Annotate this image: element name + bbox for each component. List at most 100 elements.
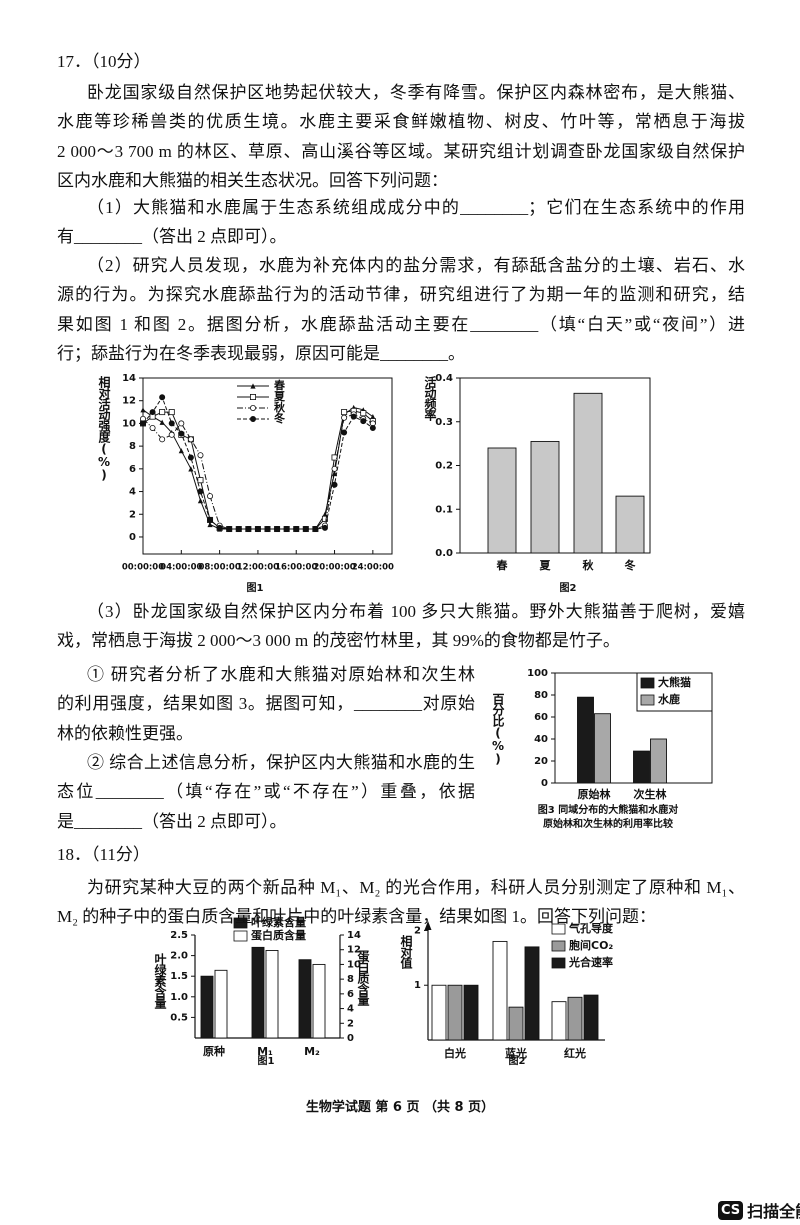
bar [431,984,447,1041]
x-tick-label: 24:00:00 [352,563,394,573]
marker [187,454,194,461]
marker [274,526,281,533]
y-tick-label: 0.3 [435,417,453,428]
x-tick-label: 夏 [540,559,552,572]
paragraph-line: 水鹿等珍稀兽类的优质生境。水鹿主要采食鲜嫩植物、树皮、竹叶等，常栖息于海拔 [57,112,745,132]
bar [200,975,214,1039]
marker [350,413,357,420]
y-tick-label: 4 [129,487,136,498]
y-tick-label: 14 [122,373,136,384]
marker [321,524,328,531]
y-tick-label: 2.0 [170,951,188,962]
y-axis-title: 叶绿素含量 [153,953,167,1008]
watermark-logo: CS [718,1200,744,1220]
y2-axis-title: 蛋白质含量 [356,950,370,1005]
y-tick-label: 40 [534,734,548,745]
y2-tick-label: 10 [347,959,361,970]
watermark-text: 扫描全能王 [747,1202,800,1221]
marker [321,515,328,522]
figure-caption: 图2 [509,1055,526,1067]
marker [302,526,309,533]
marker [331,465,338,472]
paragraph-line: ② 综合上述信息分析，保护区内大熊猫和水鹿的生 [87,753,475,772]
legend-marker [249,415,256,422]
marker [178,420,185,427]
y2-tick-label: 14 [347,930,361,941]
y-tick-label: 12 [122,396,136,407]
paragraph-line: 行；舔盐行为在冬季表现最弱，原因可能是________。 [57,343,465,363]
bar [492,940,508,1041]
legend-swatch [551,957,566,969]
y2-tick-label: 4 [347,1004,354,1015]
bar [615,495,645,554]
paragraph-line: 林的依赖性更强。 [57,723,193,743]
marker [159,436,166,443]
marker [312,526,319,533]
marker [168,409,175,416]
x-tick-label: 16:00:00 [275,563,317,573]
bar [633,750,650,784]
page-footer: 生物学试题 第 6 页 （共 8 页） [305,1100,495,1115]
legend-label: 夏 [274,390,286,403]
legend-label: 光合速率 [568,955,613,969]
y-axis-title: 活动频率 [423,376,437,420]
y2-tick-label: 8 [347,974,354,985]
marker [331,454,338,461]
paragraph-line: 有________（答出 2 点即可）。 [57,227,287,247]
question-heading: 18．（11分） [57,845,150,864]
x-tick-label: 20:00:00 [313,563,355,573]
x-tick-label: 04:00:00 [160,563,202,573]
marker [293,526,300,533]
y-tick-label: 0 [541,778,548,789]
bar [530,440,560,554]
y2-tick-label: 2 [347,1018,354,1029]
marker [264,526,271,533]
y-tick-label: 0 [129,532,136,543]
bar [251,946,265,1039]
marker [197,452,204,459]
marker [226,526,233,533]
marker [369,424,376,431]
marker [245,526,252,533]
x-tick-label: 08:00:00 [198,563,240,573]
paragraph-line: （2）研究人员发现，水鹿为补充体内的盐分需求，有舔舐含盐分的土壤、岩石、水 [87,256,745,275]
marker [216,524,223,531]
paragraph-line: 是________（答出 2 点即可）。 [57,811,287,831]
y2-tick-label: 12 [347,945,361,956]
y-tick-label: 100 [527,668,548,679]
bar [594,713,611,784]
legend-label: 叶绿素含量 [251,915,306,929]
marker [159,394,166,401]
y-tick-label: 2 [414,925,421,936]
y-axis-title: 百分比(%) [491,693,505,765]
y-tick-label: 1.5 [170,971,188,982]
bar [265,950,279,1039]
watermark: CS 扫描全能王 [718,1198,800,1222]
y2-tick-label: 0 [347,1033,354,1044]
y-tick-label: 0.5 [170,1012,188,1023]
marker [197,488,204,495]
marker [341,429,348,436]
marker [197,477,204,484]
legend-swatch [551,923,566,935]
bar [508,1006,524,1041]
legend-label: 春 [274,378,286,392]
y-tick-label: 0.4 [435,373,453,384]
paragraph-line: 区内水鹿和大熊猫的相关生态状况。回答下列问题： [57,170,448,190]
marker [341,414,348,421]
paragraph-line: 卧龙国家级自然保护区地势起伏较大，冬季有降雪。保护区内森林密布，是大熊猫、 [87,83,745,102]
marker [139,420,146,427]
marker [187,436,194,443]
legend-marker [249,393,256,400]
marker [207,521,213,528]
bar [463,984,479,1041]
x-tick-label: 红光 [564,1046,586,1060]
marker [168,431,175,438]
x-tick-label: 原种 [203,1044,225,1058]
marker [360,410,367,417]
bar [577,696,594,784]
y-axis-title: 相对活动强度(%) [97,376,111,481]
x-tick-label: 秋 [583,558,595,572]
bar [573,392,603,554]
